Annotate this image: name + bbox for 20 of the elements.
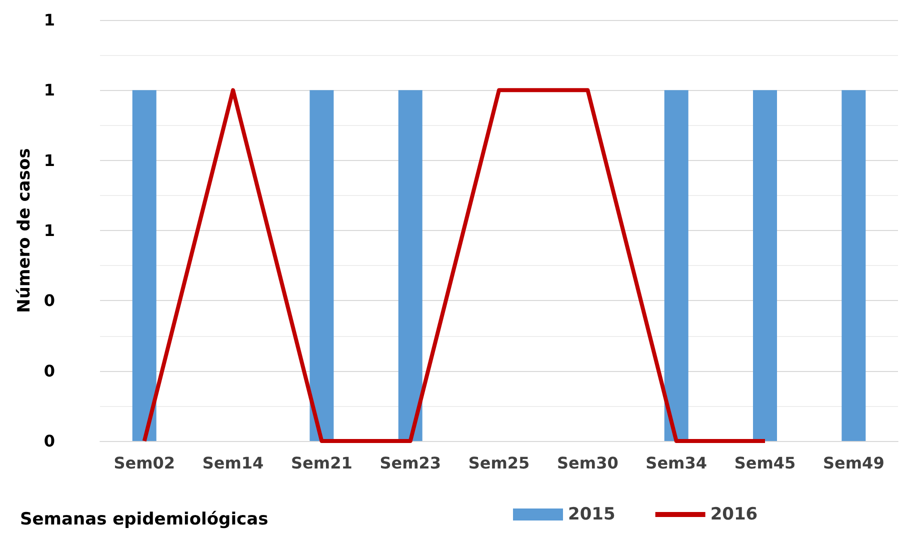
y-tick-label: 1 [44,80,56,100]
y-tick-label: 0 [44,361,56,380]
x-tick-label: Sem23 [380,454,442,472]
x-tick-label: Sem45 [734,454,796,472]
y-tick-label: 0 [44,432,56,450]
y-tick-label: 1 [44,150,56,170]
x-tick-label: Sem30 [557,454,618,472]
y-tick-label: 0 [44,291,56,310]
x-tick-label: Sem49 [823,454,884,472]
y-tick-label: 1 [44,10,56,30]
legend-label: 2016 [710,504,758,524]
x-tick-label: Sem34 [646,454,707,472]
legend-label: 2015 [568,504,616,524]
x-tick-label: Sem21 [291,454,352,472]
x-tick-label: Sem02 [114,454,176,472]
x-tick-label: Sem25 [468,454,530,472]
x-axis-title: Semanas epidemiológicas [20,510,268,530]
y-axis-title: Número de casos [14,148,34,313]
y-tick-label: 1 [44,221,56,240]
x-tick-label: Sem14 [202,454,264,472]
